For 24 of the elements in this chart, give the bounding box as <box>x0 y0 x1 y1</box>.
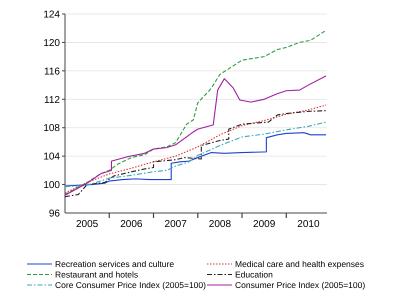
line-series <box>64 132 327 187</box>
legend-label: Medical care and health expenses <box>235 258 364 269</box>
y-tick-label: 96 <box>48 208 60 220</box>
x-tick-label: 2008 <box>208 219 232 230</box>
line-series <box>64 75 327 196</box>
line-series <box>64 121 327 188</box>
y-tick-label: 116 <box>44 66 60 78</box>
legend-label: Core Consumer Price Index (2005=100) <box>55 280 206 290</box>
x-tick-label: 2009 <box>253 219 276 230</box>
legend-label: Consumer Price Index (2005=100) <box>235 280 366 290</box>
line-series <box>64 30 327 196</box>
y-tick-label: 100 <box>43 180 60 192</box>
x-tick-label: 2007 <box>164 219 188 230</box>
x-tick-label: 2006 <box>120 219 143 230</box>
y-tick-label: 120 <box>43 38 60 49</box>
legend-label: Education <box>235 269 274 280</box>
y-tick-label: 112 <box>44 94 60 106</box>
y-tick-label: 124 <box>43 10 60 20</box>
y-tick-label: 104 <box>43 152 60 163</box>
legend-label: Recreation services and culture <box>55 258 174 269</box>
x-tick-label: 2005 <box>76 219 99 230</box>
legend-label: Restaurant and hotels <box>55 269 138 280</box>
y-tick-label: 108 <box>43 123 60 134</box>
x-tick-label: 2010 <box>297 219 320 230</box>
